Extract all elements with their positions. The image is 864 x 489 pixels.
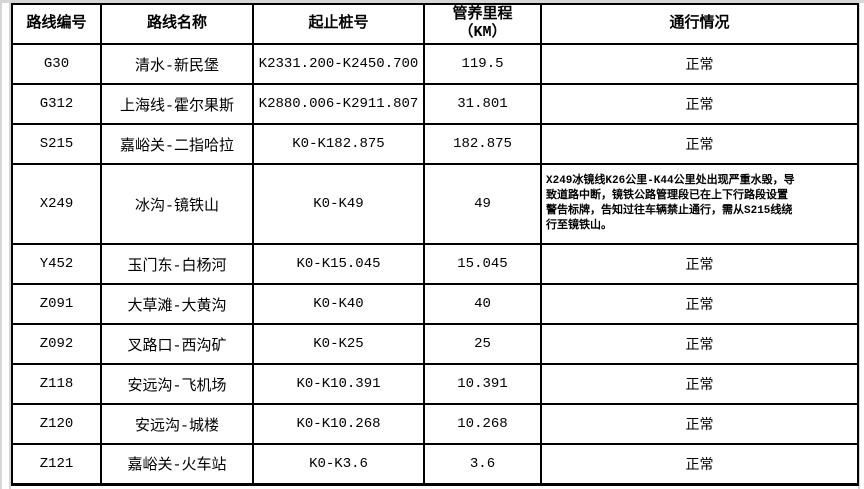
table-row-s215: S215 嘉峪关-二指哈拉 K0-K182.875 182.875 正常 [11, 123, 859, 165]
cell-mileage[interactable]: 25 [423, 323, 542, 365]
cell-route-name[interactable]: 嘉峪关-火车站 [100, 443, 254, 486]
spreadsheet-gridline-left [9, 0, 11, 489]
table-row-x249: X249 冰沟-镜铁山 K0-K49 49 X249冰镜线K26公里-K44公里… [11, 163, 859, 245]
spreadsheet-gridline-top [0, 0, 864, 3]
cell-stake-range[interactable]: K2880.006-K2911.807 [252, 83, 425, 125]
header-mileage-line1: 管养里程 [452, 6, 513, 23]
cell-status[interactable]: 正常 [540, 323, 859, 365]
cell-mileage[interactable]: 10.391 [423, 363, 542, 405]
cell-status-remark[interactable]: X249冰镜线K26公里-K44公里处出现严重水毁，导 致道路中断，镜铁公路管理… [540, 163, 859, 245]
cell-status[interactable]: 正常 [540, 243, 859, 285]
table-row-g30: G30 清水-新民堡 K2331.200-K2450.700 119.5 正常 [11, 43, 859, 85]
header-status: 通行情况 [540, 3, 859, 45]
cell-route-code[interactable]: Z091 [11, 283, 102, 325]
table-row-g312: G312 上海线-霍尔果斯 K2880.006-K2911.807 31.801… [11, 83, 859, 125]
cell-stake-range[interactable]: K0-K40 [252, 283, 425, 325]
cell-mileage[interactable]: 10.268 [423, 403, 542, 445]
cell-route-code[interactable]: Z092 [11, 323, 102, 365]
spreadsheet-gridline-left-edge [0, 0, 2, 489]
cell-stake-range[interactable]: K2331.200-K2450.700 [252, 43, 425, 85]
table-row-z091: Z091 大草滩-大黄沟 K0-K40 40 正常 [11, 283, 859, 325]
cell-status[interactable]: 正常 [540, 443, 859, 486]
cell-route-code[interactable]: Z118 [11, 363, 102, 405]
cell-route-name[interactable]: 玉门东-白杨河 [100, 243, 254, 285]
cell-status[interactable]: 正常 [540, 43, 859, 85]
cell-route-code[interactable]: Z121 [11, 443, 102, 486]
table-row-z120: Z120 安远沟-城楼 K0-K10.268 10.268 正常 [11, 403, 859, 445]
table-header-row: 路线编号 路线名称 起止桩号 管养里程 （KM） 通行情况 [11, 3, 859, 45]
cell-mileage[interactable]: 40 [423, 283, 542, 325]
cell-route-name[interactable]: 安远沟-飞机场 [100, 363, 254, 405]
header-route-code: 路线编号 [11, 3, 102, 45]
cell-route-name[interactable]: 叉路口-西沟矿 [100, 323, 254, 365]
cell-mileage[interactable]: 15.045 [423, 243, 542, 285]
cell-stake-range[interactable]: K0-K49 [252, 163, 425, 245]
cell-mileage[interactable]: 3.6 [423, 443, 542, 486]
header-mileage-line2: （KM） [458, 24, 507, 41]
cell-route-name[interactable]: 清水-新民堡 [100, 43, 254, 85]
header-route-name: 路线名称 [100, 3, 254, 45]
cell-stake-range[interactable]: K0-K182.875 [252, 123, 425, 165]
cell-route-code[interactable]: G312 [11, 83, 102, 125]
cell-mileage[interactable]: 182.875 [423, 123, 542, 165]
cell-route-name[interactable]: 嘉峪关-二指哈拉 [100, 123, 254, 165]
cell-route-code[interactable]: G30 [11, 43, 102, 85]
cell-route-code[interactable]: X249 [11, 163, 102, 245]
cell-stake-range[interactable]: K0-K10.268 [252, 403, 425, 445]
cell-route-name[interactable]: 大草滩-大黄沟 [100, 283, 254, 325]
spreadsheet-gridline-right [858, 0, 860, 489]
cell-status[interactable]: 正常 [540, 363, 859, 405]
table-row-z121: Z121 嘉峪关-火车站 K0-K3.6 3.6 正常 [11, 443, 859, 486]
cell-route-name[interactable]: 上海线-霍尔果斯 [100, 83, 254, 125]
cell-mileage[interactable]: 31.801 [423, 83, 542, 125]
road-maintenance-table: 路线编号 路线名称 起止桩号 管养里程 （KM） 通行情况 G30 清水-新民堡… [11, 3, 859, 486]
cell-stake-range[interactable]: K0-K25 [252, 323, 425, 365]
cell-route-name[interactable]: 安远沟-城楼 [100, 403, 254, 445]
cell-stake-range[interactable]: K0-K3.6 [252, 443, 425, 486]
cell-route-name[interactable]: 冰沟-镜铁山 [100, 163, 254, 245]
cell-mileage[interactable]: 119.5 [423, 43, 542, 85]
table-row-z118: Z118 安远沟-飞机场 K0-K10.391 10.391 正常 [11, 363, 859, 405]
cell-route-code[interactable]: Z120 [11, 403, 102, 445]
table-row-z092: Z092 叉路口-西沟矿 K0-K25 25 正常 [11, 323, 859, 365]
cell-status[interactable]: 正常 [540, 403, 859, 445]
cell-mileage[interactable]: 49 [423, 163, 542, 245]
cell-status[interactable]: 正常 [540, 123, 859, 165]
cell-status[interactable]: 正常 [540, 83, 859, 125]
header-mileage: 管养里程 （KM） [423, 3, 542, 45]
cell-stake-range[interactable]: K0-K10.391 [252, 363, 425, 405]
cell-route-code[interactable]: Y452 [11, 243, 102, 285]
cell-stake-range[interactable]: K0-K15.045 [252, 243, 425, 285]
table-row-y452: Y452 玉门东-白杨河 K0-K15.045 15.045 正常 [11, 243, 859, 285]
cell-status[interactable]: 正常 [540, 283, 859, 325]
cell-route-code[interactable]: S215 [11, 123, 102, 165]
header-stake-range: 起止桩号 [252, 3, 425, 45]
